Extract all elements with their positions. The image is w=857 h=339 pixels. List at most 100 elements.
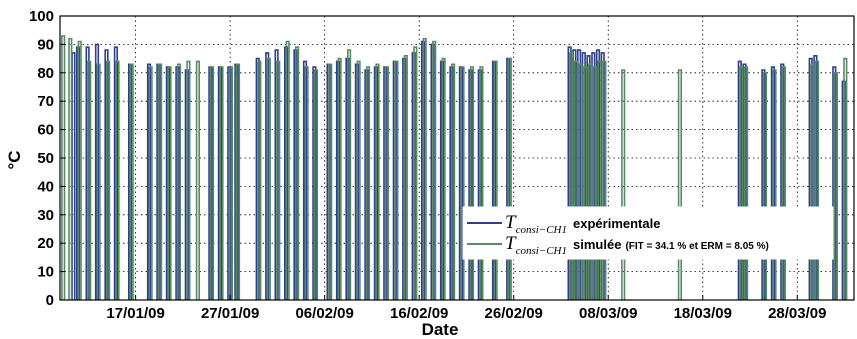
x-axis-label: Date xyxy=(422,320,459,339)
data-point xyxy=(106,60,111,300)
data-point xyxy=(235,63,241,300)
data-point xyxy=(394,60,399,300)
data-point xyxy=(413,46,418,300)
data-point xyxy=(266,57,271,300)
data-point xyxy=(578,63,583,300)
y-tick-label: 10 xyxy=(37,264,54,281)
data-point xyxy=(209,66,215,300)
data-point xyxy=(469,66,475,300)
data-point xyxy=(833,72,838,300)
x-axis-ticks: 17/01/09 27/01/09 06/02/09 16/02/09 26/02/09… xyxy=(106,295,826,322)
data-point xyxy=(814,60,820,300)
data-point xyxy=(597,60,602,300)
data-point xyxy=(567,46,572,300)
y-axis-ticks: 0 10 20 30 40 50 60 70 80 90 100 xyxy=(29,8,65,309)
plot-area xyxy=(61,35,848,300)
data-point xyxy=(588,63,593,300)
data-point xyxy=(347,49,352,300)
data-point xyxy=(113,46,118,300)
data-point xyxy=(808,57,813,300)
data-point xyxy=(441,57,446,300)
x-tick-label: 06/02/09 xyxy=(295,305,353,322)
data-point xyxy=(186,60,191,300)
data-point xyxy=(451,63,456,300)
data-point xyxy=(739,66,744,300)
data-point xyxy=(77,40,82,300)
x-tick-label: 27/01/09 xyxy=(201,305,259,322)
data-point xyxy=(677,69,682,300)
data-point xyxy=(313,69,319,300)
data-point xyxy=(255,57,260,300)
data-point xyxy=(219,66,224,300)
data-point xyxy=(257,60,262,300)
data-point xyxy=(295,46,300,300)
data-point xyxy=(94,43,100,300)
series-simulated xyxy=(61,35,848,300)
data-point xyxy=(375,63,380,300)
y-tick-label: 100 xyxy=(29,8,54,25)
data-point xyxy=(569,52,574,300)
data-point xyxy=(146,63,152,300)
legend-box xyxy=(462,206,834,260)
data-point xyxy=(68,37,73,300)
data-point xyxy=(228,66,233,300)
data-point xyxy=(312,66,317,300)
x-tick-label: 28/03/09 xyxy=(768,305,826,322)
data-point xyxy=(772,69,777,300)
data-point xyxy=(274,49,279,300)
data-point xyxy=(176,63,182,300)
data-point xyxy=(460,66,465,300)
data-point xyxy=(115,60,120,300)
data-point xyxy=(432,40,437,300)
y-tick-label: 50 xyxy=(37,150,54,167)
x-tick-label: 08/03/09 xyxy=(579,305,637,322)
data-point xyxy=(810,63,815,300)
y-tick-label: 20 xyxy=(37,235,54,252)
data-point xyxy=(422,37,427,300)
x-tick-label: 26/02/09 xyxy=(485,305,543,322)
data-point xyxy=(96,63,101,300)
y-axis-label: °C xyxy=(5,150,24,169)
data-point xyxy=(337,57,342,300)
data-point xyxy=(85,46,90,300)
data-point xyxy=(737,60,742,300)
data-point xyxy=(365,66,371,300)
data-point xyxy=(744,66,749,300)
data-point xyxy=(621,69,626,300)
y-tick-label: 60 xyxy=(37,122,54,139)
data-point xyxy=(302,60,308,300)
data-point xyxy=(104,49,109,300)
data-point xyxy=(129,63,134,300)
data-point xyxy=(770,66,775,300)
data-point xyxy=(832,66,837,300)
legend-entry-experimental: Tconsi−CH1 expérimentale xyxy=(505,212,660,236)
y-tick-label: 70 xyxy=(37,93,54,110)
y-tick-label: 80 xyxy=(37,65,54,82)
data-point xyxy=(602,60,607,300)
legend: Tconsi−CH1 expérimentale Tconsi−CH1 simulé… xyxy=(462,206,834,260)
data-point xyxy=(479,66,484,300)
x-tick-label: 16/02/09 xyxy=(390,305,448,322)
legend-entry-simulated: Tconsi−CH1 simulée (FIT = 34.1 % et ERM = … xyxy=(505,233,769,257)
y-tick-label: 90 xyxy=(37,36,54,53)
data-point xyxy=(573,60,579,300)
data-point xyxy=(761,69,766,300)
data-point xyxy=(403,55,408,300)
x-tick-label: 18/03/09 xyxy=(674,305,732,322)
data-point xyxy=(328,63,333,300)
data-point xyxy=(87,60,92,300)
data-point xyxy=(592,66,597,300)
data-point xyxy=(167,66,172,300)
data-point xyxy=(148,66,153,300)
data-point xyxy=(158,63,163,300)
data-point xyxy=(583,66,588,300)
data-point xyxy=(61,35,66,300)
data-point xyxy=(285,40,290,300)
data-point xyxy=(493,60,498,300)
data-point xyxy=(781,66,786,300)
y-tick-label: 0 xyxy=(46,292,54,309)
data-point xyxy=(265,52,270,300)
data-point xyxy=(507,57,512,300)
